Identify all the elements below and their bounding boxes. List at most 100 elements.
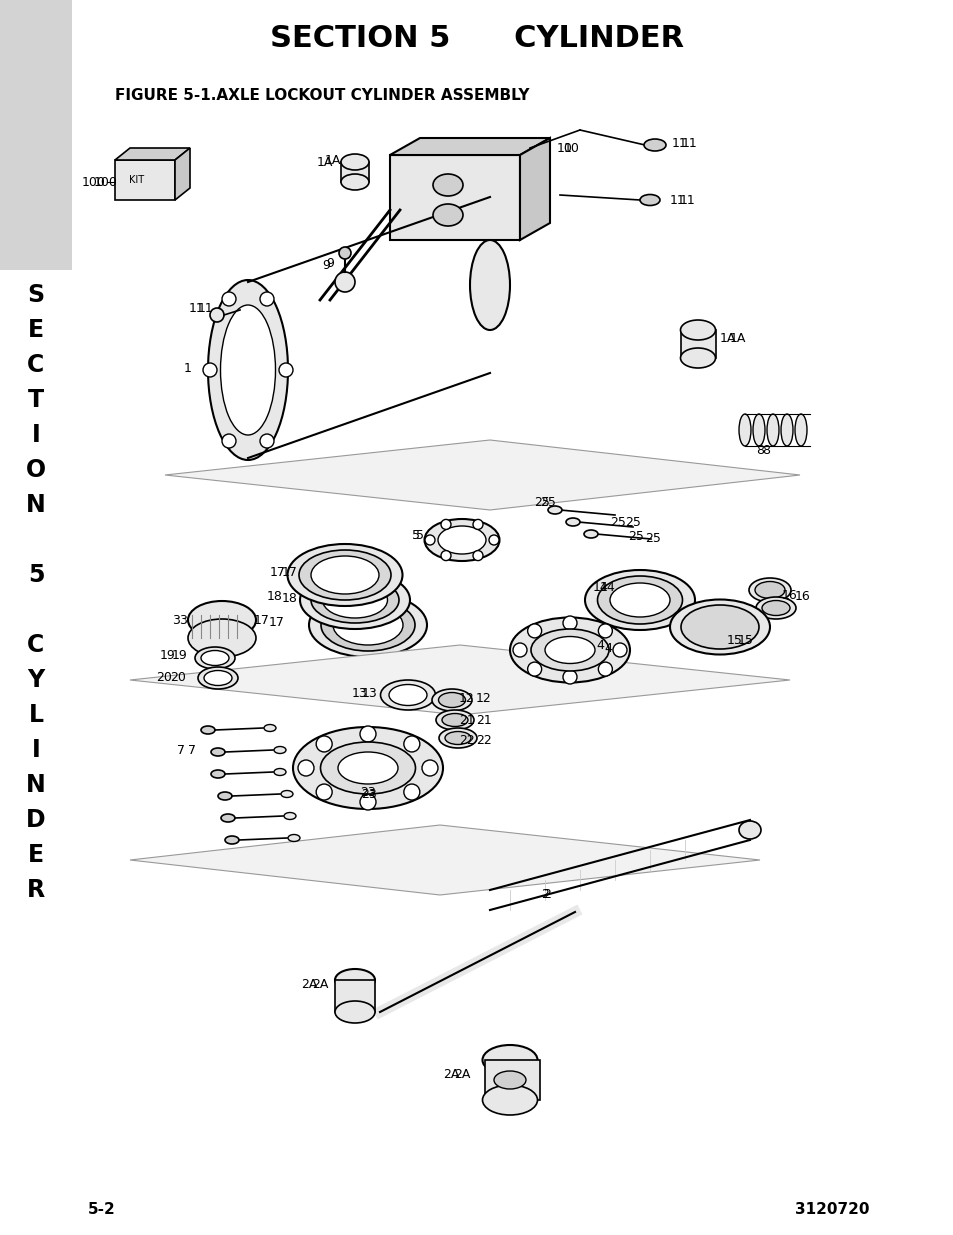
Ellipse shape: [679, 348, 715, 368]
Ellipse shape: [380, 680, 435, 710]
Text: 8: 8: [755, 443, 763, 457]
Text: I: I: [31, 739, 40, 762]
Text: 1A: 1A: [720, 331, 736, 345]
Circle shape: [424, 535, 435, 545]
Ellipse shape: [547, 506, 561, 514]
Ellipse shape: [565, 517, 579, 526]
Ellipse shape: [293, 727, 442, 809]
Circle shape: [440, 520, 451, 530]
Ellipse shape: [754, 582, 784, 599]
Text: C: C: [28, 353, 45, 377]
Ellipse shape: [510, 618, 629, 683]
Bar: [335, 981, 375, 1011]
Text: 12: 12: [458, 692, 475, 704]
Text: 14: 14: [599, 580, 616, 594]
Circle shape: [297, 760, 314, 776]
Bar: [0, 0, 71, 270]
Text: E: E: [28, 317, 44, 342]
Circle shape: [222, 291, 235, 306]
Ellipse shape: [752, 414, 764, 446]
Text: 2A: 2A: [301, 978, 317, 992]
Ellipse shape: [544, 636, 595, 663]
Ellipse shape: [482, 1045, 537, 1074]
Text: 1A: 1A: [324, 153, 341, 167]
Ellipse shape: [320, 742, 416, 794]
Ellipse shape: [679, 320, 715, 340]
Text: 10: 10: [563, 142, 579, 154]
Ellipse shape: [284, 813, 295, 820]
Text: 5: 5: [416, 529, 423, 541]
Ellipse shape: [311, 577, 398, 622]
Ellipse shape: [680, 605, 759, 650]
Circle shape: [421, 760, 437, 776]
Text: 5: 5: [28, 563, 44, 587]
Text: 5: 5: [412, 529, 419, 541]
Ellipse shape: [584, 571, 695, 630]
Text: 11: 11: [672, 137, 687, 149]
Ellipse shape: [218, 792, 232, 800]
Ellipse shape: [311, 556, 378, 594]
Circle shape: [513, 643, 526, 657]
Ellipse shape: [322, 582, 387, 618]
Text: 25: 25: [609, 515, 625, 529]
Text: 4: 4: [596, 638, 603, 652]
Ellipse shape: [441, 714, 468, 726]
Text: KIT: KIT: [130, 175, 145, 185]
Text: 7: 7: [188, 743, 195, 757]
Text: R: R: [27, 878, 45, 902]
Bar: [484, 1060, 539, 1100]
Text: 4: 4: [603, 641, 611, 655]
Text: 1A: 1A: [729, 331, 745, 345]
Text: 10: 10: [557, 142, 573, 154]
Ellipse shape: [220, 305, 275, 435]
Ellipse shape: [470, 240, 510, 330]
Circle shape: [562, 671, 577, 684]
Circle shape: [315, 736, 332, 752]
Ellipse shape: [287, 543, 402, 606]
Ellipse shape: [494, 1071, 525, 1089]
Text: 23: 23: [361, 788, 376, 800]
Circle shape: [335, 272, 355, 291]
Ellipse shape: [288, 835, 299, 841]
Text: 11: 11: [669, 194, 685, 206]
Text: I: I: [31, 424, 40, 447]
Text: 3120720: 3120720: [795, 1203, 869, 1218]
Text: 11: 11: [681, 137, 697, 149]
Text: Y: Y: [28, 668, 45, 692]
Ellipse shape: [639, 194, 659, 205]
Circle shape: [473, 551, 482, 561]
Ellipse shape: [194, 647, 234, 669]
Text: 2A: 2A: [312, 978, 328, 992]
Ellipse shape: [337, 752, 397, 784]
Text: 16: 16: [781, 589, 797, 601]
Text: 20: 20: [156, 671, 172, 683]
Circle shape: [203, 363, 216, 377]
Polygon shape: [165, 440, 800, 510]
Text: 13: 13: [351, 687, 367, 699]
Ellipse shape: [204, 671, 232, 685]
Ellipse shape: [609, 583, 669, 618]
Text: 17: 17: [270, 566, 286, 578]
Text: E: E: [28, 844, 44, 867]
Text: 7: 7: [177, 743, 185, 757]
Ellipse shape: [531, 629, 608, 671]
Circle shape: [222, 433, 235, 448]
Circle shape: [260, 433, 274, 448]
Text: 2: 2: [540, 888, 548, 902]
Text: 25: 25: [624, 515, 640, 529]
Text: 2A: 2A: [454, 1068, 470, 1082]
Text: 20: 20: [170, 671, 186, 683]
Text: C: C: [28, 634, 45, 657]
Ellipse shape: [298, 550, 391, 600]
Circle shape: [260, 291, 274, 306]
Circle shape: [403, 784, 419, 800]
Text: 100: 100: [94, 175, 118, 189]
Text: 3: 3: [172, 614, 180, 626]
Polygon shape: [130, 645, 789, 715]
Text: 9: 9: [326, 257, 334, 269]
Text: 1: 1: [184, 362, 192, 374]
Text: 15: 15: [738, 634, 753, 646]
Polygon shape: [130, 825, 760, 895]
Text: 14: 14: [592, 580, 607, 594]
Ellipse shape: [597, 576, 681, 624]
